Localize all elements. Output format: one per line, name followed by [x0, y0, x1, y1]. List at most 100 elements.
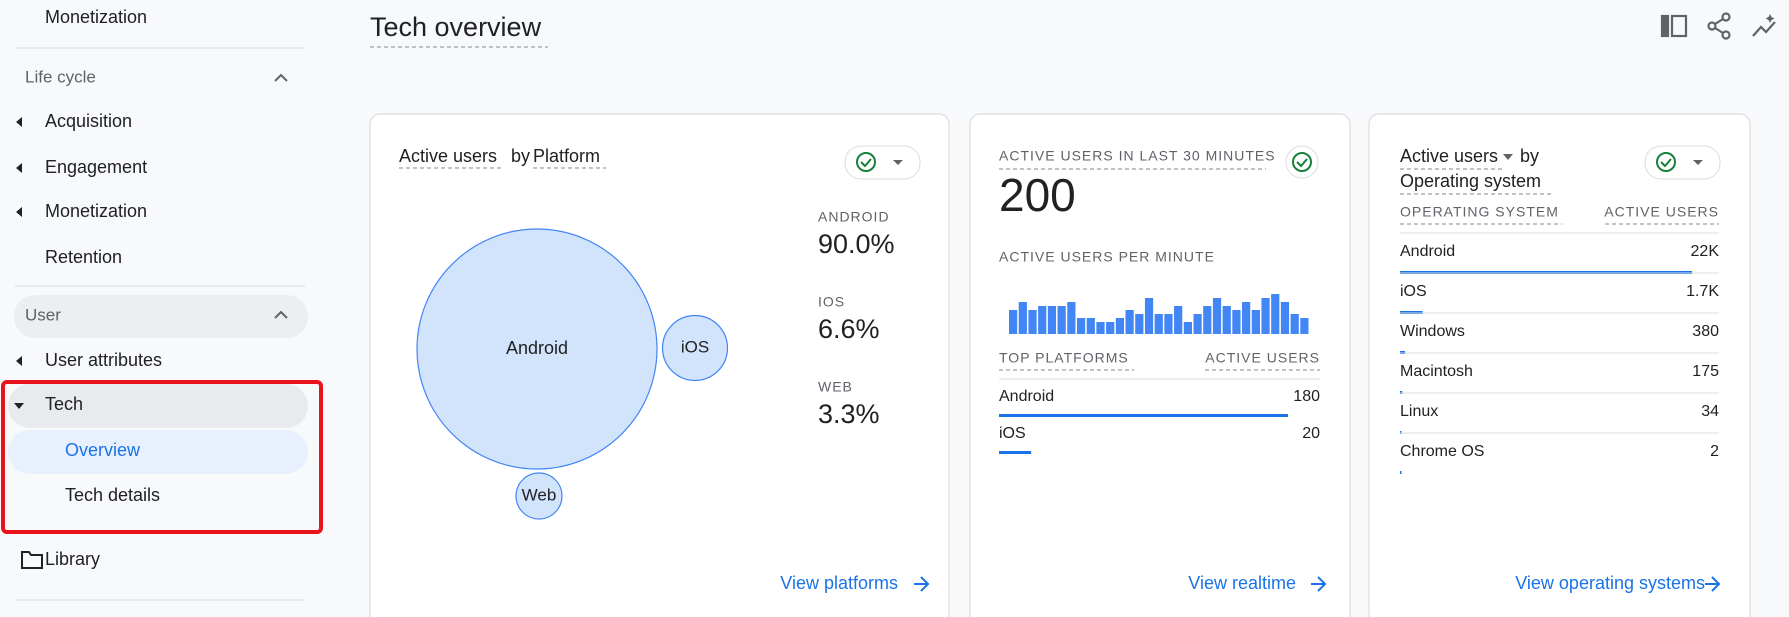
total-value: 200 — [999, 169, 1076, 221]
compare-pill[interactable] — [1644, 145, 1721, 180]
nav-section[interactable]: Life cycle — [25, 67, 96, 86]
row-value: 380 — [1692, 323, 1719, 340]
nav-item[interactable]: Library — [45, 549, 100, 569]
row-value: 20 — [1302, 425, 1320, 442]
bar — [1174, 306, 1183, 334]
card-title: by — [511, 146, 530, 166]
bar — [1028, 310, 1037, 334]
bubble-label: Web — [522, 485, 557, 504]
bar — [1106, 322, 1115, 334]
row-value: 175 — [1692, 363, 1719, 380]
section-chevrons — [274, 73, 288, 319]
bar — [1057, 306, 1066, 334]
link-arrows[interactable] — [914, 576, 1721, 592]
page-title: Tech overview — [370, 12, 542, 42]
bar — [1212, 298, 1222, 334]
nav-subitem[interactable]: Tech details — [65, 485, 160, 505]
bar — [1203, 306, 1212, 334]
bar — [1242, 302, 1251, 334]
collapse-arrow — [14, 403, 24, 409]
bar — [1076, 318, 1086, 334]
row-label: Android — [1400, 243, 1455, 260]
realtime-card — [969, 113, 1351, 617]
compare-pill[interactable] — [844, 145, 921, 180]
nav-item[interactable]: Tech — [45, 394, 83, 414]
card-link[interactable]: View platforms — [780, 573, 898, 593]
row-label: iOS — [999, 425, 1026, 442]
card-title: Platform — [533, 146, 600, 166]
column-header: OPERATING SYSTEM — [1400, 204, 1559, 220]
card-title: by — [1520, 146, 1539, 166]
expand-arrows — [16, 117, 22, 366]
bar — [1232, 310, 1241, 334]
bubble — [416, 228, 658, 470]
bar — [1009, 310, 1018, 334]
bar — [1038, 306, 1047, 334]
bar — [1164, 314, 1173, 334]
column-header: TOP PLATFORMS — [999, 350, 1129, 366]
bar — [1222, 306, 1231, 334]
column-header: ACTIVE USERS — [1205, 350, 1320, 366]
row-value: 1.7K — [1686, 283, 1719, 300]
bar — [1193, 314, 1202, 334]
bar — [1261, 298, 1270, 334]
bar — [1183, 322, 1192, 334]
row-value: 34 — [1701, 403, 1719, 420]
bubble-label: iOS — [681, 337, 709, 356]
row-label: Android — [999, 388, 1054, 405]
card-link[interactable]: View realtime — [1188, 573, 1296, 593]
nav-item[interactable]: Monetization — [45, 7, 147, 27]
row-label: iOS — [1400, 283, 1427, 300]
os-card — [1368, 113, 1751, 617]
bar — [1096, 322, 1105, 334]
card-title: Active users — [1400, 146, 1498, 166]
card-title: Active users — [399, 146, 497, 166]
bar — [1086, 318, 1095, 334]
row-value: 22K — [1691, 243, 1720, 260]
progress-bar — [999, 451, 1032, 454]
bar — [1067, 302, 1076, 334]
item-selected — [8, 430, 308, 474]
nav-item[interactable]: Monetization — [45, 201, 147, 221]
highlight-box — [1, 380, 323, 534]
compare-pill[interactable] — [1285, 145, 1319, 179]
nav-item[interactable]: Acquisition — [45, 111, 132, 131]
item-highlight — [8, 384, 308, 428]
nav-item[interactable]: Retention — [45, 247, 122, 267]
metric-dropdown[interactable] — [1503, 154, 1513, 160]
column-header: ACTIVE USERS — [1604, 204, 1719, 220]
legend-label: WEB — [818, 379, 853, 395]
bar — [1115, 318, 1125, 334]
nav-item[interactable]: User attributes — [45, 350, 162, 370]
bar — [1300, 318, 1309, 334]
bar — [1018, 302, 1027, 334]
bar — [1280, 302, 1290, 334]
row-label: Linux — [1400, 403, 1438, 420]
bubble — [661, 314, 729, 382]
legend-label: IOS — [818, 294, 845, 310]
progress-bar — [999, 414, 1288, 417]
nav-item[interactable]: Engagement — [45, 157, 147, 177]
legend-value: 90.0% — [818, 229, 895, 259]
card-link[interactable]: View operating systems — [1515, 573, 1705, 593]
bar — [1047, 306, 1057, 334]
nav-section[interactable]: User — [25, 305, 61, 324]
row-value: 180 — [1293, 388, 1320, 405]
toolbar-icons[interactable] — [1660, 12, 1776, 40]
bar — [1125, 310, 1134, 334]
nav-subitem[interactable]: Overview — [65, 440, 141, 460]
bar — [1144, 298, 1154, 334]
bubble-label: Android — [506, 338, 568, 358]
progress-bar — [1400, 471, 1402, 474]
folder-icon — [21, 551, 43, 569]
chart-title: ACTIVE USERS PER MINUTE — [999, 249, 1215, 265]
section-highlight — [14, 295, 308, 338]
bar — [1154, 314, 1163, 334]
card-title: Operating system — [1400, 171, 1541, 191]
card-title: ACTIVE USERS IN LAST 30 MINUTES — [999, 148, 1276, 164]
bar — [1251, 310, 1260, 334]
row-label: Chrome OS — [1400, 443, 1484, 460]
row-label: Windows — [1400, 323, 1465, 340]
